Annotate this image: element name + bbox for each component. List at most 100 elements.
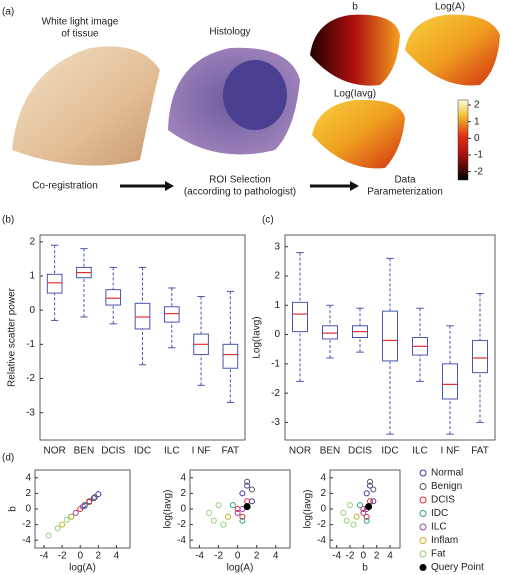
- panel-label: (a): [2, 7, 14, 18]
- point: [68, 513, 75, 520]
- legend-marker: [419, 469, 427, 477]
- point: [248, 486, 255, 493]
- map-b: [310, 14, 400, 86]
- point: [239, 513, 246, 520]
- y-tick-label: 2: [180, 488, 186, 499]
- x-tick-label: 2: [374, 551, 380, 562]
- query-point: [243, 503, 251, 511]
- box: [322, 325, 338, 340]
- y-tick-label: -3: [26, 407, 35, 418]
- point: [95, 491, 102, 498]
- y-tick-label: -4: [317, 535, 326, 546]
- x-tick-label: IDC: [134, 446, 151, 457]
- point: [353, 513, 360, 520]
- point: [363, 490, 370, 497]
- x-tick-label: -2: [214, 551, 223, 562]
- box: [46, 273, 63, 294]
- y-tick-label: 0: [25, 504, 31, 515]
- legend-label: Inflam: [431, 535, 458, 546]
- x-tick-label: DCIS: [101, 446, 125, 457]
- point: [367, 498, 373, 505]
- point: [229, 502, 236, 509]
- point: [86, 498, 93, 505]
- arrow-head: [350, 181, 359, 191]
- point: [350, 521, 357, 528]
- arrow-head: [165, 181, 174, 191]
- map-loga: [405, 14, 500, 86]
- x-tick-label: I NF: [441, 446, 460, 457]
- y-tick-label: -2: [22, 519, 31, 530]
- y-tick-label: 0: [29, 305, 35, 316]
- label: ROI Selection: [209, 175, 271, 186]
- x-tick-label: 0: [235, 551, 241, 562]
- legend-label: Query Point: [431, 562, 484, 573]
- y-tick-label: 1: [274, 300, 280, 311]
- legend-marker: [419, 550, 427, 558]
- y-tick-label: 3: [274, 241, 280, 252]
- x-axis-label: log(A): [227, 563, 254, 574]
- point: [79, 503, 86, 510]
- y-axis-label: log(Iavg): [163, 490, 174, 529]
- point: [340, 509, 347, 516]
- x-tick-label: -4: [195, 551, 204, 562]
- point: [357, 502, 363, 509]
- y-tick-label: -2: [26, 373, 35, 384]
- x-tick-label: 2: [254, 551, 260, 562]
- y-tick-label: 2: [274, 271, 280, 282]
- legend-label: ILC: [431, 522, 447, 533]
- y-axis-label: log(Iavg): [303, 490, 314, 529]
- y-tick-label: 0: [180, 504, 186, 515]
- legend-marker: [419, 537, 427, 544]
- x-tick-label: -4: [40, 551, 49, 562]
- box: [472, 339, 488, 374]
- label: Data: [394, 175, 416, 186]
- point: [63, 516, 70, 523]
- label: of tissue: [61, 29, 99, 40]
- x-tick-label: BEN: [320, 446, 341, 457]
- y-tick-label: 2: [29, 236, 35, 247]
- y-axis-label: Relative scatter power: [7, 287, 18, 387]
- colorbar-tick-label: -2: [474, 166, 483, 177]
- x-tick-label: -4: [332, 551, 341, 562]
- label: White light image: [42, 17, 119, 28]
- x-tick-label: -2: [346, 551, 355, 562]
- point: [370, 486, 377, 493]
- point: [239, 490, 246, 497]
- point: [244, 482, 251, 489]
- x-tick-label: FAT: [471, 446, 489, 457]
- point: [225, 513, 232, 520]
- legend-marker: [419, 523, 427, 531]
- point: [215, 502, 222, 509]
- point: [220, 521, 227, 528]
- y-tick-label: -1: [26, 339, 35, 350]
- point: [59, 521, 66, 528]
- y-tick-label: -4: [22, 535, 31, 546]
- y-tick-label: -2: [317, 519, 326, 530]
- y-tick-label: 0: [320, 504, 326, 515]
- x-tick-label: 2: [96, 551, 102, 562]
- box: [105, 289, 122, 306]
- x-tick-label: NOR: [289, 446, 311, 457]
- y-axis-label: Log(Iavg): [252, 316, 263, 358]
- point: [91, 494, 98, 501]
- y-axis-label: b: [8, 506, 19, 512]
- point: [90, 495, 97, 502]
- point: [54, 525, 61, 532]
- point: [367, 482, 373, 489]
- legend-marker: [419, 496, 427, 504]
- point: [210, 517, 217, 524]
- panel-label: (c): [262, 215, 274, 226]
- x-tick-label: 4: [114, 551, 120, 562]
- x-tick-label: FAT: [222, 446, 240, 457]
- colorbar: [457, 99, 469, 181]
- x-tick-label: DCIS: [348, 446, 372, 457]
- point: [363, 517, 370, 524]
- label: b: [352, 2, 358, 13]
- box: [382, 310, 398, 362]
- x-tick-label: 4: [387, 551, 393, 562]
- panel-label: (d): [2, 453, 14, 464]
- axes-frame: [284, 234, 496, 441]
- point: [239, 517, 246, 524]
- point: [234, 509, 241, 516]
- x-tick-label: ILC: [412, 446, 428, 457]
